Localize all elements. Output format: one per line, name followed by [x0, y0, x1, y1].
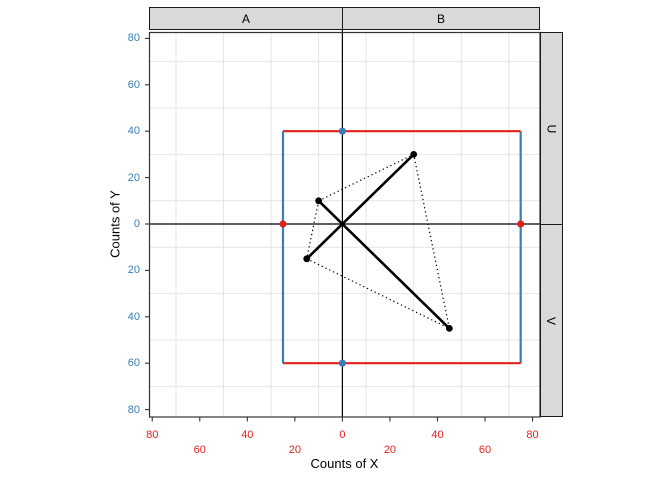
data-point-blue — [338, 359, 346, 367]
x-tick-label: 60 — [478, 444, 492, 456]
y-tick-label: 20 — [127, 264, 140, 277]
x-tick-label: 20 — [288, 444, 301, 456]
y-tick-label: 80 — [127, 403, 140, 416]
y-axis-title: Counts of Y — [107, 190, 123, 258]
data-point-red — [517, 220, 525, 228]
x-tick-label: 80 — [526, 429, 539, 441]
y-tick-label: 60 — [127, 357, 140, 370]
data-point-black — [410, 151, 418, 158]
y-tick-label: 60 — [127, 78, 140, 91]
data-point-red — [279, 220, 287, 228]
data-point-black — [445, 325, 453, 332]
facet-strip-a-label: A — [241, 11, 250, 26]
facet-strip-v-label: V — [544, 316, 559, 325]
facet-strip-u-label: U — [544, 124, 559, 133]
facet-strip-v: V — [540, 224, 563, 417]
x-tick-label: 20 — [383, 444, 397, 456]
y-tick-label: 0 — [133, 218, 140, 230]
y-tick-label: 80 — [127, 32, 140, 45]
x-tick-label: 40 — [241, 429, 254, 441]
solid-segment — [305, 153, 415, 260]
data-point-black — [303, 255, 311, 263]
y-tick-label: 20 — [127, 171, 140, 184]
facet-strip-b: B — [342, 7, 540, 30]
facet-strip-a: A — [149, 7, 343, 30]
x-tick-label: 80 — [146, 429, 159, 441]
facet-strip-u: U — [540, 32, 563, 225]
facet-strip-b-label: B — [436, 11, 445, 26]
x-tick-label: 40 — [431, 429, 444, 441]
data-point-black — [315, 197, 323, 205]
x-tick-label: 0 — [339, 429, 346, 441]
y-tick-label: 40 — [127, 125, 140, 138]
y-tick-label: 40 — [127, 310, 140, 323]
x-axis-title: Counts of X — [310, 456, 379, 471]
x-tick-label: 60 — [193, 444, 206, 456]
data-point-blue — [338, 127, 346, 135]
solid-segment — [317, 199, 451, 330]
